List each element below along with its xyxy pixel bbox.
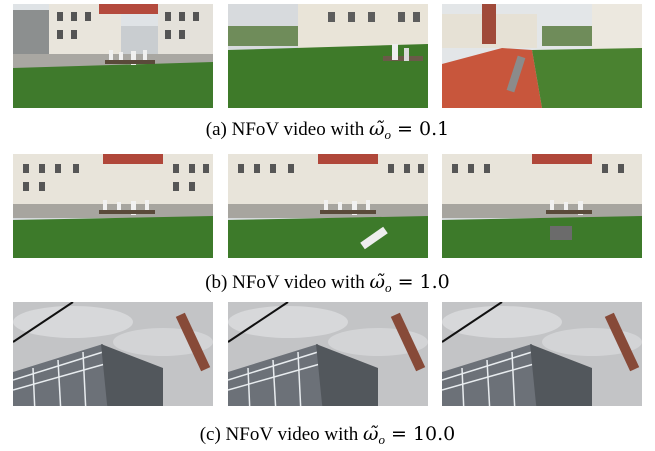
frame-a2 [228,4,428,108]
frame-c1 [13,302,213,406]
frame-b2 [228,154,428,258]
frame-b3 [442,154,642,258]
caption-c: (c) NFoV video with ω̃o = 10.0 [199,423,456,447]
caption-b: (b) NFoV video with ω̃o = 1.0 [205,271,450,295]
caption-a: (a) NFoV video with ω̃o = 0.1 [205,118,450,142]
frame-a1 [13,4,213,108]
frame-a3 [442,4,642,108]
frame-c2 [228,302,428,406]
frame-b1 [13,154,213,258]
frame-c3 [442,302,642,406]
